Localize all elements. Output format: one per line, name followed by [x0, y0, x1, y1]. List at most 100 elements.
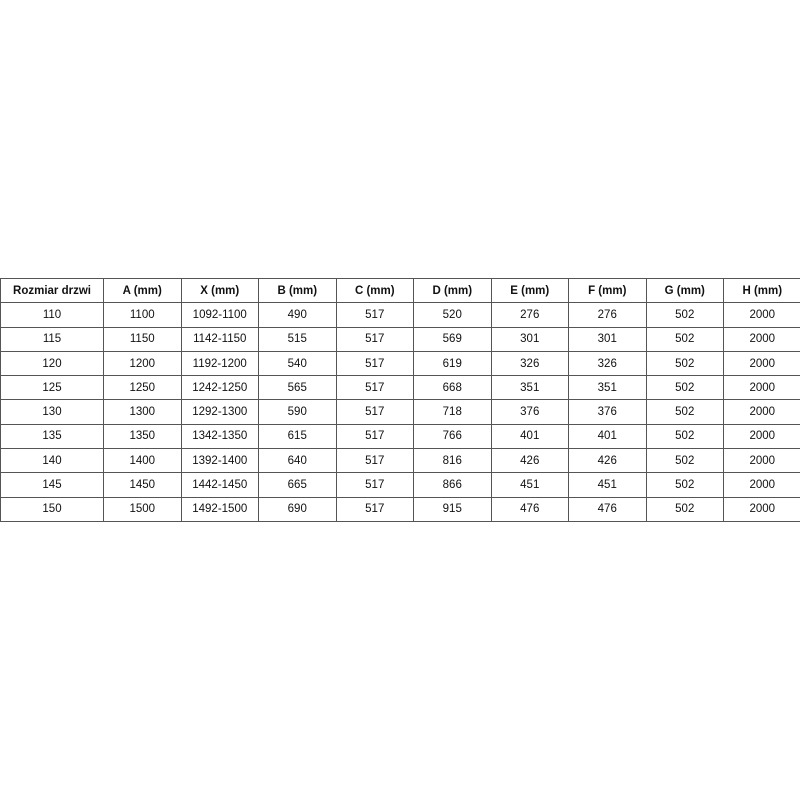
table-cell: 2000	[723, 326, 800, 352]
table-cell: 351	[490, 375, 569, 401]
table-cell: 2000	[723, 302, 800, 328]
table-cell: 376	[490, 399, 569, 425]
table-cell: 326	[490, 350, 569, 377]
table-cell: 517	[335, 302, 414, 328]
table-cell: 502	[645, 472, 724, 498]
table-cell: 590	[258, 399, 337, 425]
table-cell: 115	[0, 326, 104, 352]
column-header: A (mm)	[103, 277, 182, 304]
table-row: 130 1300 1292-1300 590 517 718 376 376 502 2000	[0, 399, 800, 425]
table-cell: 301	[490, 326, 569, 352]
table-cell: 615	[258, 423, 337, 450]
column-header: Rozmiar drzwi	[0, 277, 104, 304]
table-cell: 476	[568, 496, 647, 522]
table-cell: 619	[413, 350, 492, 377]
table-cell: 120	[0, 350, 104, 377]
table-cell: 326	[568, 350, 647, 377]
table-row: 115 1150 1142-1150 515 517 569 301 301 502 2000	[0, 326, 800, 352]
column-header: G (mm)	[645, 277, 724, 304]
dimensions-table: Rozmiar drzwi A (mm) X (mm) B (mm) C (mm) D (…	[0, 277, 800, 522]
table-cell: 1300	[103, 399, 182, 425]
table-cell: 2000	[723, 350, 800, 377]
table-cell: 1250	[103, 375, 182, 401]
table-cell: 2000	[723, 399, 800, 425]
table-cell: 1192-1200	[180, 350, 259, 377]
table-cell: 276	[490, 302, 569, 328]
table-cell: 301	[568, 326, 647, 352]
table-cell: 665	[258, 472, 337, 498]
table-cell: 1142-1150	[180, 326, 259, 352]
table-row: 110 1100 1092-1100 490 517 520 276 276 502 2000	[0, 302, 800, 328]
table-cell: 490	[258, 302, 337, 328]
table-cell: 2000	[723, 472, 800, 498]
table-cell: 517	[335, 496, 414, 522]
table-cell: 426	[568, 448, 647, 474]
table-cell: 276	[568, 302, 647, 328]
table-cell: 1400	[103, 448, 182, 474]
table-cell: 1350	[103, 423, 182, 450]
table-cell: 517	[335, 375, 414, 401]
column-header: E (mm)	[490, 277, 569, 304]
table-cell: 766	[413, 423, 492, 450]
header-row: Rozmiar drzwi A (mm) X (mm) B (mm) C (mm) D (…	[0, 277, 800, 304]
table-cell: 640	[258, 448, 337, 474]
table-cell: 517	[335, 326, 414, 352]
table-cell: 1092-1100	[180, 302, 259, 328]
table-cell: 2000	[723, 496, 800, 522]
table-row: 125 1250 1242-1250 565 517 668 351 351 502 2000	[0, 375, 800, 401]
table-cell: 502	[645, 375, 724, 401]
column-header: F (mm)	[568, 277, 647, 304]
table-cell: 145	[0, 472, 104, 498]
table-cell: 140	[0, 448, 104, 474]
table-cell: 565	[258, 375, 337, 401]
table-cell: 1342-1350	[180, 423, 259, 450]
table-cell: 866	[413, 472, 492, 498]
table-cell: 2000	[723, 423, 800, 450]
table-cell: 2000	[723, 375, 800, 401]
table-cell: 502	[645, 302, 724, 328]
table-cell: 1450	[103, 472, 182, 498]
table-row: 140 1400 1392-1400 640 517 816 426 426 502 2000	[0, 448, 800, 474]
table-cell: 1442-1450	[180, 472, 259, 498]
table-cell: 1292-1300	[180, 399, 259, 425]
table-cell: 1392-1400	[180, 448, 259, 474]
table-row: 150 1500 1492-1500 690 517 915 476 476 502 2000	[0, 496, 800, 522]
table-cell: 1500	[103, 496, 182, 522]
table-cell: 125	[0, 375, 104, 401]
table-cell: 476	[490, 496, 569, 522]
table-cell: 517	[335, 448, 414, 474]
table-cell: 130	[0, 399, 104, 425]
table-cell: 376	[568, 399, 647, 425]
column-header: C (mm)	[335, 277, 414, 304]
column-header: D (mm)	[413, 277, 492, 304]
table-cell: 515	[258, 326, 337, 352]
table-cell: 668	[413, 375, 492, 401]
table-cell: 1242-1250	[180, 375, 259, 401]
table-row: 120 1200 1192-1200 540 517 619 326 326 502 2000	[0, 350, 800, 377]
table-cell: 150	[0, 496, 104, 522]
table-cell: 540	[258, 350, 337, 377]
table-cell: 1150	[103, 326, 182, 352]
table-cell: 718	[413, 399, 492, 425]
table-cell: 502	[645, 399, 724, 425]
table-cell: 915	[413, 496, 492, 522]
table-cell: 517	[335, 472, 414, 498]
table-cell: 351	[568, 375, 647, 401]
table-cell: 401	[568, 423, 647, 450]
table-cell: 690	[258, 496, 337, 522]
table-cell: 517	[335, 423, 414, 450]
table-cell: 569	[413, 326, 492, 352]
table-cell: 110	[0, 302, 104, 328]
table-cell: 517	[335, 350, 414, 377]
table-cell: 502	[645, 350, 724, 377]
table-row: 145 1450 1442-1450 665 517 866 451 451 502 2000	[0, 472, 800, 498]
table-cell: 426	[490, 448, 569, 474]
table-cell: 2000	[723, 448, 800, 474]
table-cell: 502	[645, 496, 724, 522]
table-cell: 401	[490, 423, 569, 450]
column-header: H (mm)	[723, 277, 800, 304]
table-cell: 1100	[103, 302, 182, 328]
table-cell: 517	[335, 399, 414, 425]
table-cell: 816	[413, 448, 492, 474]
table-cell: 520	[413, 302, 492, 328]
